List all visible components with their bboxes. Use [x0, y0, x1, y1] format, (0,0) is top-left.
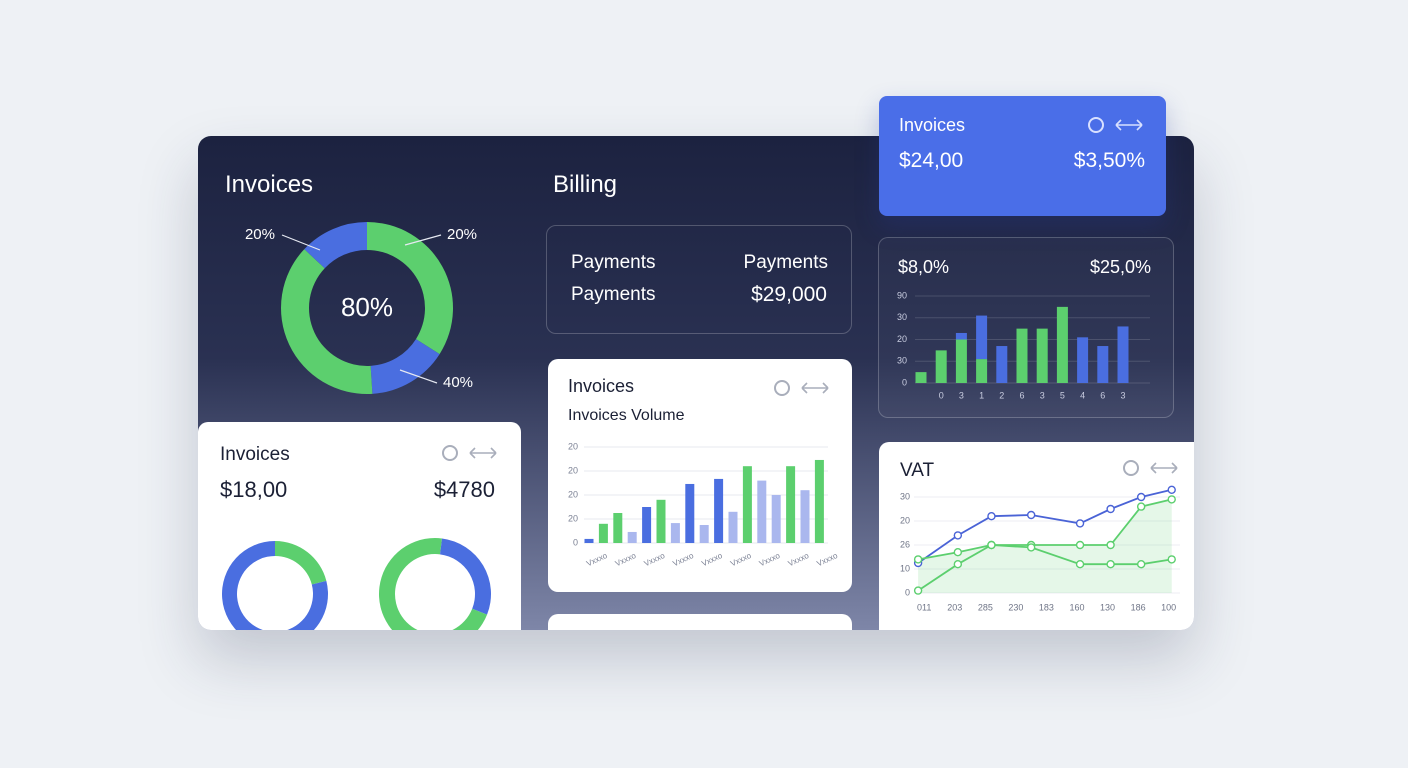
bar-card [878, 237, 1174, 418]
card-edge [548, 614, 852, 630]
billing-value: $29,000 [751, 283, 827, 306]
card-title: Invoices [220, 444, 290, 465]
billing-label: Payments [571, 284, 656, 305]
card-title: Invoices [899, 115, 966, 135]
card-value: $4780 [433, 477, 495, 502]
billing-label: Payments [571, 252, 656, 273]
volume-card [548, 359, 852, 592]
card-icons[interactable] [440, 443, 500, 463]
card-value: $24,00 [899, 149, 964, 172]
card-value: $8,0% [898, 257, 950, 277]
card-title: Invoices [568, 376, 635, 396]
card-title: VAT [900, 460, 935, 481]
card-value: $18,00 [220, 477, 288, 502]
billing-label: Payments [743, 252, 828, 273]
card-value: $25,0% [1089, 257, 1151, 277]
billing-box [546, 225, 852, 334]
donut-title: Invoices [225, 171, 314, 198]
summary-card[interactable] [879, 96, 1166, 216]
card-icons[interactable] [1086, 115, 1146, 135]
card-subtitle: Invoices Volume [568, 407, 685, 424]
card-icons[interactable] [1121, 458, 1181, 478]
card-value: $3,50% [1073, 149, 1145, 172]
billing-title: Billing [553, 171, 618, 198]
card-icons[interactable] [772, 378, 832, 398]
